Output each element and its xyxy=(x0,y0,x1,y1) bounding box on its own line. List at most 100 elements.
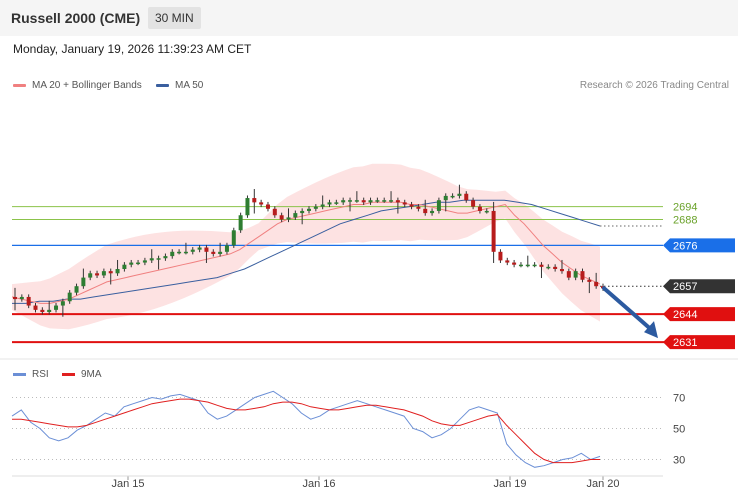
candle-body xyxy=(293,213,298,218)
candle-body xyxy=(484,210,489,213)
research-credit: Research © 2026 Trading Central xyxy=(579,80,729,91)
support-tag-2631 xyxy=(663,335,735,350)
ma20-label: MA 20 + Bollinger Bands xyxy=(32,80,142,91)
candle-body xyxy=(279,215,284,220)
candle-body xyxy=(177,251,182,254)
candle-body xyxy=(566,271,571,278)
candle-body xyxy=(142,260,147,263)
candle-body xyxy=(183,251,188,254)
x-tick-label: Jan 15 xyxy=(111,478,144,490)
rsi-swatch xyxy=(13,373,26,376)
candle-body xyxy=(423,208,428,214)
candle-body xyxy=(436,200,441,211)
rsi-label: RSI xyxy=(32,369,49,380)
candle-body xyxy=(389,200,394,202)
candles xyxy=(13,184,605,317)
forecast-arrow-head xyxy=(644,321,658,339)
candle-body xyxy=(115,269,120,274)
last-price-tag xyxy=(663,279,735,294)
x-tick-label: Jan 19 xyxy=(493,478,526,490)
candle-body xyxy=(204,247,209,252)
candle-body xyxy=(416,206,421,209)
candle-body xyxy=(26,296,31,306)
candle-body xyxy=(573,271,578,278)
candle-body xyxy=(334,202,339,204)
candle-body xyxy=(341,200,346,203)
candle-body xyxy=(498,251,503,261)
bollinger-band xyxy=(12,163,600,330)
candle-body xyxy=(231,230,236,246)
support-tag-2644 xyxy=(663,307,735,322)
candle-body xyxy=(67,292,72,302)
candle-body xyxy=(457,193,462,196)
candle-body xyxy=(430,210,435,214)
candle-body xyxy=(307,208,311,211)
candle-body xyxy=(395,200,400,203)
report-timestamp: Monday, January 19, 2026 11:39:23 AM CET xyxy=(13,42,252,56)
candle-body xyxy=(245,198,250,216)
candle-body xyxy=(211,251,216,254)
candle-body xyxy=(265,204,270,209)
candle-body xyxy=(450,195,455,198)
candle-body xyxy=(559,269,564,272)
instrument-title: Russell 2000 (CME) xyxy=(11,10,141,26)
candle-body xyxy=(375,200,380,202)
candle-body xyxy=(238,215,243,231)
candle-body xyxy=(136,262,141,265)
candle-body xyxy=(409,204,414,207)
candle-body xyxy=(320,204,325,207)
candle-body xyxy=(518,264,523,267)
candle-body xyxy=(101,271,106,276)
timeframe-badge[interactable]: 30 MIN xyxy=(148,7,201,29)
support-label-2644: 2644 xyxy=(673,309,697,321)
candle-body xyxy=(81,277,86,287)
resistance-label-2694: 2694 xyxy=(673,202,697,214)
candle-body xyxy=(594,281,599,287)
candle-body xyxy=(587,279,592,282)
rsi-line xyxy=(11,390,601,468)
ma20-line xyxy=(11,201,601,304)
candle-body xyxy=(505,260,510,263)
last-price-label: 2657 xyxy=(673,281,697,293)
chart-header: Russell 2000 (CME) 30 MIN xyxy=(0,0,738,36)
support-label-2631: 2631 xyxy=(673,337,697,349)
candle-body xyxy=(354,200,359,202)
ma50-label: MA 50 xyxy=(175,80,204,91)
candle-body xyxy=(525,264,530,267)
candle-body xyxy=(464,193,469,201)
candle-body xyxy=(47,309,52,312)
candle-body xyxy=(532,264,537,267)
candle-body xyxy=(163,256,168,259)
candle-body xyxy=(74,286,79,293)
candle-body xyxy=(252,198,257,203)
candle-body xyxy=(190,249,195,252)
candle-body xyxy=(129,262,134,265)
candle-body xyxy=(402,202,407,205)
candle-body xyxy=(60,301,65,306)
candle-body xyxy=(382,200,387,202)
candle-body xyxy=(368,200,373,203)
resistance-label-2688: 2688 xyxy=(673,215,697,227)
candle-body xyxy=(539,264,544,267)
ma9-label: 9MA xyxy=(81,369,102,380)
pivot-label: 2676 xyxy=(673,240,697,252)
candle-body xyxy=(471,200,476,207)
candle-body xyxy=(13,296,17,300)
candle-body xyxy=(286,217,291,220)
candle-body xyxy=(224,245,229,252)
ma9-swatch xyxy=(62,373,75,376)
pivot-tag xyxy=(663,238,735,253)
candle-body xyxy=(327,202,332,205)
rsi-tick-50: 50 xyxy=(673,424,685,436)
candle-body xyxy=(272,208,277,216)
candle-body xyxy=(361,200,366,203)
candle-body xyxy=(491,210,496,252)
candle-body xyxy=(443,195,448,201)
candle-body xyxy=(512,262,517,265)
ma50-line xyxy=(12,199,601,304)
candle-body xyxy=(580,271,585,280)
candle-body xyxy=(19,296,24,300)
rsi-ma9-line xyxy=(12,398,600,464)
legend-ma50: MA 50 xyxy=(156,80,203,91)
